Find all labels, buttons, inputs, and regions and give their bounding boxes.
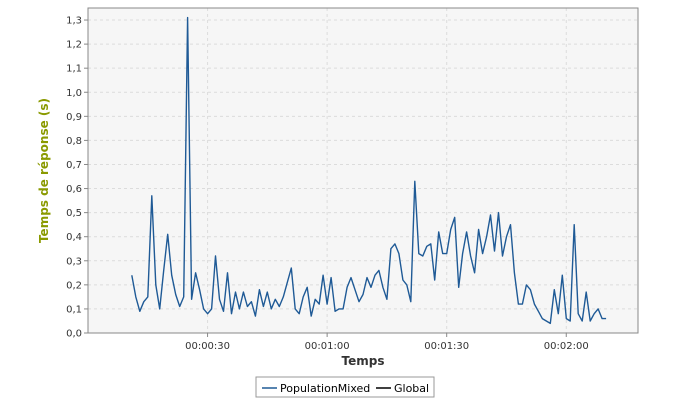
legend: PopulationMixed Global <box>255 376 435 398</box>
y-tick-label: 0,1 <box>66 304 82 315</box>
y-tick-label: 0,9 <box>66 112 82 123</box>
plot-background <box>88 8 638 333</box>
series-line-populationmixed <box>131 16 607 325</box>
y-tick-label: 0,4 <box>66 232 82 243</box>
x-tick-label: 00:00:30 <box>185 341 230 352</box>
y-tick-label: 0,8 <box>66 136 82 147</box>
x-tick-label: 00:01:30 <box>424 341 469 352</box>
y-tick-label: 0,5 <box>66 208 82 219</box>
y-axis-ticks: 0,0 0,1 0,2 0,3 0,4 0,5 0,6 0,7 0,8 0,9 1,0 1,1 1,2 1… <box>66 16 88 340</box>
plot-area <box>87 7 639 334</box>
plot-border <box>87 7 639 334</box>
y-tick-label: 0,2 <box>66 280 82 291</box>
y-tick-label: 1,1 <box>66 64 82 75</box>
x-tick-label: 00:01:00 <box>305 341 350 352</box>
y-tick-label: 1,0 <box>66 88 82 99</box>
y-tick-label: 1,2 <box>66 40 82 51</box>
legend-box <box>255 376 435 398</box>
y-tick-label: 0,6 <box>66 184 82 195</box>
y-axis-title: Temps de réponse (s) <box>37 98 51 243</box>
x-tick-label: 00:02:00 <box>544 341 589 352</box>
legend-label-populationmixed: PopulationMixed <box>280 382 370 395</box>
y-tick-label: 0,7 <box>66 160 82 171</box>
x-axis-title: Temps <box>342 354 385 368</box>
grid-lines <box>88 8 638 333</box>
legend-label-global: Global <box>394 382 429 395</box>
y-tick-label: 0,0 <box>66 329 82 340</box>
y-tick-label: 1,3 <box>66 16 82 27</box>
series-layer <box>131 16 607 325</box>
x-axis-ticks: 00:00:30 00:01:00 00:01:30 00:02:00 <box>185 333 589 352</box>
y-tick-label: 0,3 <box>66 256 82 267</box>
